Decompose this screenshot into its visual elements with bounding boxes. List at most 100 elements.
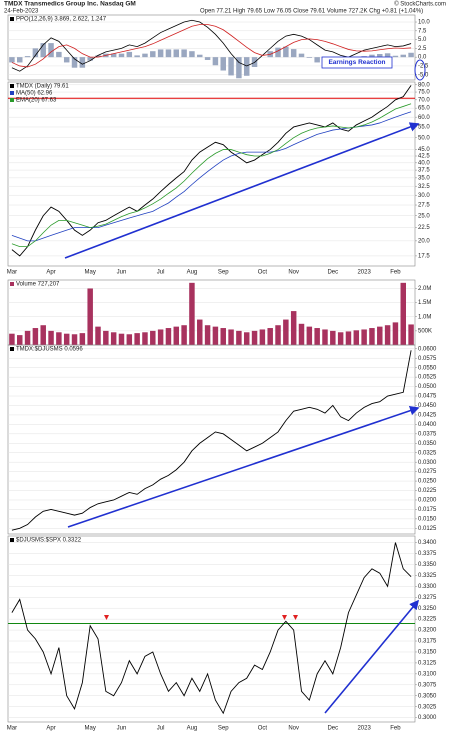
legend-label: $DJUSMS:$SPX 0.3322: [16, 538, 82, 544]
chart-title: TMDX Transmedics Group Inc. Nasdaq GM: [4, 1, 136, 8]
x-tick-label: Oct: [258, 726, 268, 732]
y-tick-label: 0.0300: [418, 460, 437, 466]
bar: [142, 53, 148, 58]
x-tick-label: May: [85, 270, 96, 276]
bar: [71, 57, 78, 68]
bar: [228, 329, 234, 345]
y-tick-label: 0.0575: [418, 356, 437, 362]
y-tick-label: 0.0525: [418, 375, 437, 381]
y-tick-label: 5.0: [418, 37, 427, 43]
bar: [126, 51, 133, 58]
y-tick-label: 50.0: [418, 135, 430, 141]
bar: [24, 56, 31, 58]
bar: [337, 332, 344, 345]
bar: [228, 57, 234, 76]
legend-swatch: [10, 84, 14, 88]
y-tick-label: 0.3050: [418, 693, 437, 699]
bar: [118, 333, 125, 345]
bar: [306, 57, 313, 58]
y-tick-label: 75.0: [418, 90, 430, 96]
x-tick-label: Dec: [327, 270, 338, 276]
bar: [408, 324, 414, 345]
trend-arrow: [64, 122, 420, 259]
bar: [189, 51, 195, 58]
plots: -5.0 -2.5 0.0 2.5 5.0 7.5 10.0 PPO(12,26,9) 3.8…: [7, 14, 437, 732]
bar: [408, 52, 414, 58]
highlight-circle: [414, 59, 426, 81]
bar: [189, 282, 195, 345]
bar: [384, 325, 391, 345]
y-tick-label: 0.3250: [418, 606, 437, 612]
bar: [95, 55, 101, 58]
bar: [377, 326, 383, 345]
legend-label: EMA(20) 67.63: [16, 98, 57, 104]
legend-swatch: [10, 17, 14, 21]
bar: [197, 54, 203, 58]
y-tick-label: 0.3100: [418, 671, 437, 677]
y-tick-label: 1.0M: [418, 314, 431, 320]
bar: [212, 326, 219, 345]
y-tick-label: 35.0: [418, 175, 430, 181]
legend-label: MA(50) 62.96: [16, 91, 53, 97]
bar: [197, 319, 203, 345]
bar: [220, 328, 226, 345]
bar: [32, 328, 39, 345]
bar: [369, 328, 375, 345]
y-tick-label: -2.5: [418, 64, 429, 70]
x-tick-label: 2023: [357, 726, 371, 732]
x-tick-label: Jun: [117, 270, 127, 276]
bar: [40, 325, 46, 345]
y-tick-label: 70.0: [418, 97, 430, 103]
bar: [56, 332, 62, 345]
quote: Open 77.21 High 79.65 Low 76.05 Close 79…: [200, 9, 423, 15]
y-tick-label: 0.3400: [418, 540, 437, 546]
y-tick-label: 0.0600: [418, 346, 437, 352]
bar: [267, 328, 273, 345]
x-tick-label: Oct: [258, 270, 268, 276]
y-tick-label: 2.5: [418, 46, 427, 52]
bar: [110, 53, 117, 58]
annotation: Earnings Reaction: [328, 59, 385, 66]
panel-frame: [7, 344, 416, 535]
bar: [110, 332, 117, 345]
y-tick-label: 0.3000: [418, 715, 437, 721]
x-tick-label: Aug: [187, 726, 198, 732]
y-tick-label: 0.0500: [418, 384, 437, 390]
bar: [9, 333, 15, 345]
bar: [330, 330, 336, 345]
bar: [17, 57, 23, 63]
x-tick-label: Jul: [157, 726, 165, 732]
y-tick-label: 0.3075: [418, 682, 437, 688]
bar: [384, 53, 391, 58]
bar: [173, 49, 180, 58]
bar: [377, 54, 383, 58]
y-tick-label: 0.3275: [418, 595, 437, 601]
legend-swatch: [10, 347, 14, 351]
bar: [63, 57, 70, 63]
y-tick-label: 37.5: [418, 168, 430, 174]
bar: [173, 326, 180, 345]
y-tick-label: 40.0: [418, 160, 430, 166]
bar: [243, 57, 250, 76]
bar: [48, 330, 54, 345]
legend-swatch: [10, 91, 14, 95]
y-tick-label: 42.5: [418, 154, 430, 160]
y-tick-label: 0.0275: [418, 469, 437, 475]
y-tick-label: 0.0175: [418, 507, 437, 513]
bar: [95, 326, 101, 345]
y-tick-label: 1.5M: [418, 300, 431, 306]
bar: [290, 311, 297, 345]
panel-frame: [7, 14, 416, 81]
y-tick-label: 0.3125: [418, 660, 437, 666]
legend-swatch: [10, 98, 14, 102]
bar: [298, 53, 305, 58]
x-tick-label: Nov: [288, 270, 299, 276]
x-tick-label: Jul: [157, 270, 165, 276]
bar: [87, 57, 93, 61]
bar: [314, 57, 320, 63]
x-tick-label: Mar: [7, 726, 17, 732]
bar: [283, 319, 289, 345]
bar: [150, 51, 156, 58]
annotations: [64, 56, 426, 714]
